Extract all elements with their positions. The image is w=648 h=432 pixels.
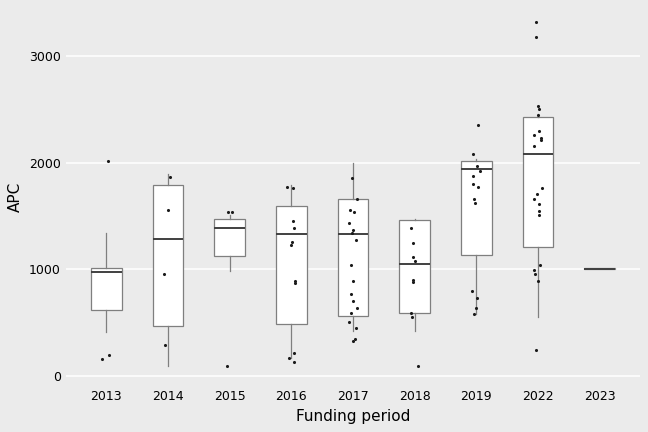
Point: [469, 181, 479, 187]
Point: [347, 230, 357, 237]
Point: [346, 290, 356, 297]
X-axis label: Funding period: Funding period: [295, 409, 410, 424]
Point: [469, 195, 479, 202]
Bar: [338, 199, 369, 316]
Point: [406, 225, 417, 232]
Point: [163, 206, 173, 213]
Point: [290, 278, 301, 285]
Point: [534, 207, 544, 214]
Point: [159, 270, 169, 277]
Point: [97, 356, 108, 362]
Point: [531, 33, 541, 40]
Point: [290, 280, 301, 287]
Point: [533, 105, 544, 112]
Point: [413, 362, 423, 369]
Point: [410, 257, 420, 264]
Point: [467, 288, 478, 295]
Point: [536, 137, 546, 144]
Point: [529, 131, 539, 138]
Point: [352, 196, 362, 203]
Point: [467, 173, 478, 180]
Point: [475, 168, 485, 175]
Point: [533, 112, 544, 119]
Point: [408, 253, 418, 260]
Point: [534, 128, 544, 135]
Point: [288, 225, 299, 232]
Point: [536, 134, 546, 141]
Point: [351, 324, 362, 331]
Point: [530, 271, 540, 278]
Point: [282, 184, 292, 191]
Point: [352, 305, 362, 311]
Point: [529, 143, 539, 150]
Bar: [399, 220, 430, 313]
Point: [533, 277, 544, 284]
Point: [289, 349, 299, 356]
Point: [535, 261, 546, 268]
Point: [347, 175, 357, 181]
Point: [345, 262, 356, 269]
Point: [467, 151, 478, 158]
Point: [227, 209, 237, 216]
Point: [287, 238, 297, 245]
Point: [408, 279, 419, 286]
Bar: [153, 185, 183, 327]
Bar: [276, 206, 307, 324]
Point: [348, 226, 358, 233]
Point: [288, 185, 299, 192]
Point: [343, 318, 354, 325]
Point: [222, 362, 232, 369]
Point: [408, 276, 418, 283]
Point: [286, 241, 296, 248]
Point: [473, 121, 483, 128]
Point: [408, 239, 418, 246]
Point: [534, 212, 544, 219]
Y-axis label: APC: APC: [8, 181, 23, 212]
Point: [348, 278, 358, 285]
Bar: [584, 268, 615, 269]
Point: [343, 219, 354, 226]
Point: [349, 209, 360, 216]
Point: [533, 102, 543, 109]
Point: [287, 218, 297, 225]
Point: [288, 359, 299, 365]
Point: [529, 195, 539, 202]
Bar: [522, 117, 553, 247]
Point: [104, 351, 114, 358]
Point: [469, 311, 479, 318]
Point: [531, 18, 541, 25]
Point: [284, 354, 294, 361]
Point: [160, 342, 170, 349]
Point: [473, 184, 483, 191]
Bar: [214, 219, 245, 256]
Point: [222, 209, 233, 216]
Point: [470, 200, 480, 206]
Point: [350, 335, 360, 342]
Bar: [461, 161, 492, 254]
Point: [165, 173, 175, 180]
Point: [533, 201, 544, 208]
Point: [471, 305, 481, 311]
Point: [345, 206, 356, 213]
Point: [348, 337, 358, 344]
Point: [348, 298, 358, 305]
Bar: [91, 268, 122, 310]
Point: [531, 347, 541, 354]
Point: [472, 295, 482, 302]
Point: [531, 191, 542, 197]
Point: [351, 236, 361, 243]
Point: [406, 310, 416, 317]
Point: [472, 162, 482, 169]
Point: [537, 185, 547, 192]
Point: [529, 267, 539, 273]
Point: [407, 314, 417, 321]
Point: [346, 310, 356, 317]
Point: [102, 157, 113, 164]
